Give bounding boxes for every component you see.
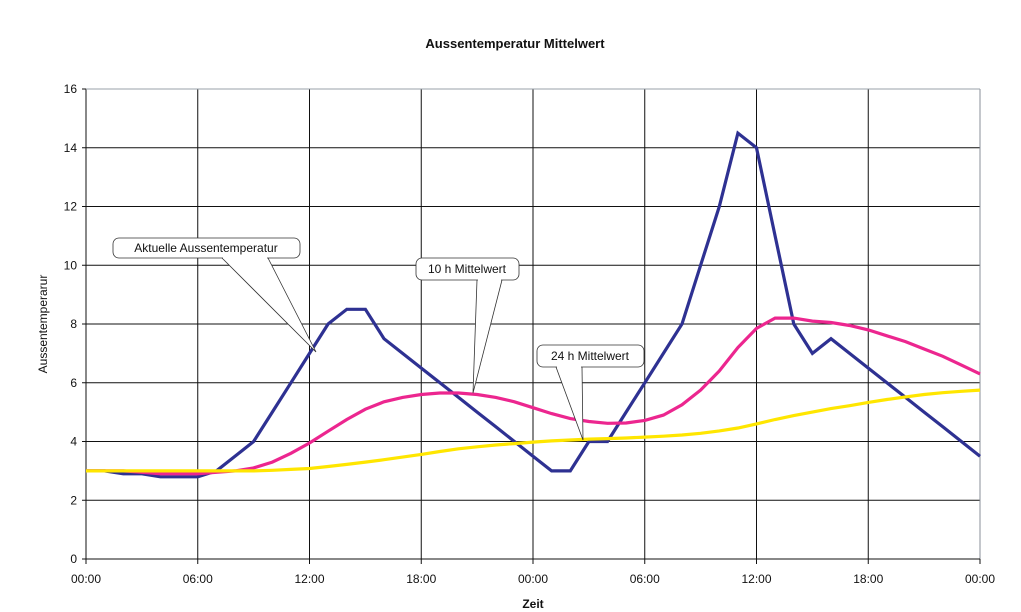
- series-line-0: [86, 130, 981, 479]
- y-tick-label: 16: [64, 82, 78, 96]
- y-axis-ticks: 0 2 4 6 8 10 12 14 16: [64, 82, 86, 566]
- y-tick-label: 8: [70, 317, 77, 331]
- callout-10h-label: 10 h Mittelwert: [428, 262, 507, 276]
- y-tick-label: 14: [64, 141, 78, 155]
- x-axis-label: Zeit: [522, 597, 543, 611]
- callout-24h-average: 24 h Mittelwert: [536, 344, 645, 441]
- x-tick-label: 06:00: [630, 572, 660, 586]
- callout-actual-temperature: Aktuelle Aussentemperatur: [112, 237, 317, 353]
- x-tick-label: 06:00: [183, 572, 213, 586]
- data-series: [86, 130, 981, 479]
- series-line-2: [86, 388, 981, 473]
- x-tick-label: 18:00: [406, 572, 436, 586]
- y-axis-label: Aussentemperarur: [36, 275, 50, 374]
- x-tick-label: 00:00: [965, 572, 995, 586]
- callout-actual-label: Aktuelle Aussentemperatur: [134, 241, 277, 255]
- callout-10h-average: 10 h Mittelwert: [415, 257, 520, 394]
- y-tick-label: 10: [64, 258, 78, 272]
- y-tick-label: 4: [70, 435, 77, 449]
- x-axis-ticks: 00:00 06:00 12:00 18:00 00:00 06:00 12:00 18:00…: [71, 559, 995, 586]
- y-tick-label: 0: [70, 552, 77, 566]
- x-tick-label: 18:00: [853, 572, 883, 586]
- y-tick-label: 2: [70, 493, 77, 507]
- x-tick-label: 12:00: [741, 572, 771, 586]
- x-tick-label: 00:00: [518, 572, 548, 586]
- y-tick-label: 6: [70, 376, 77, 390]
- x-tick-label: 00:00: [71, 572, 101, 586]
- chart-title: Aussentemperatur Mittelwert: [425, 36, 605, 51]
- x-tick-label: 12:00: [294, 572, 324, 586]
- callout-24h-label: 24 h Mittelwert: [551, 349, 630, 363]
- y-tick-label: 12: [64, 200, 78, 214]
